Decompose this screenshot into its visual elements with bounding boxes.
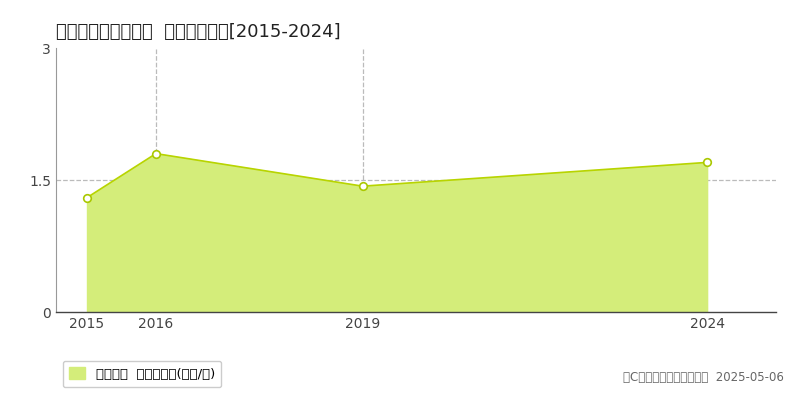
Text: 邑楽郡大泉町上小泉  土地価格推移[2015-2024]: 邑楽郡大泉町上小泉 土地価格推移[2015-2024] xyxy=(56,23,341,41)
Legend: 土地価格  平均坪単価(万円/坪): 土地価格 平均坪単価(万円/坪) xyxy=(62,361,222,388)
Point xyxy=(81,194,94,201)
Point xyxy=(356,183,369,189)
Text: （C）土地価格ドットコム  2025-05-06: （C）土地価格ドットコム 2025-05-06 xyxy=(623,371,784,384)
Point xyxy=(701,159,714,166)
Point xyxy=(150,150,162,157)
